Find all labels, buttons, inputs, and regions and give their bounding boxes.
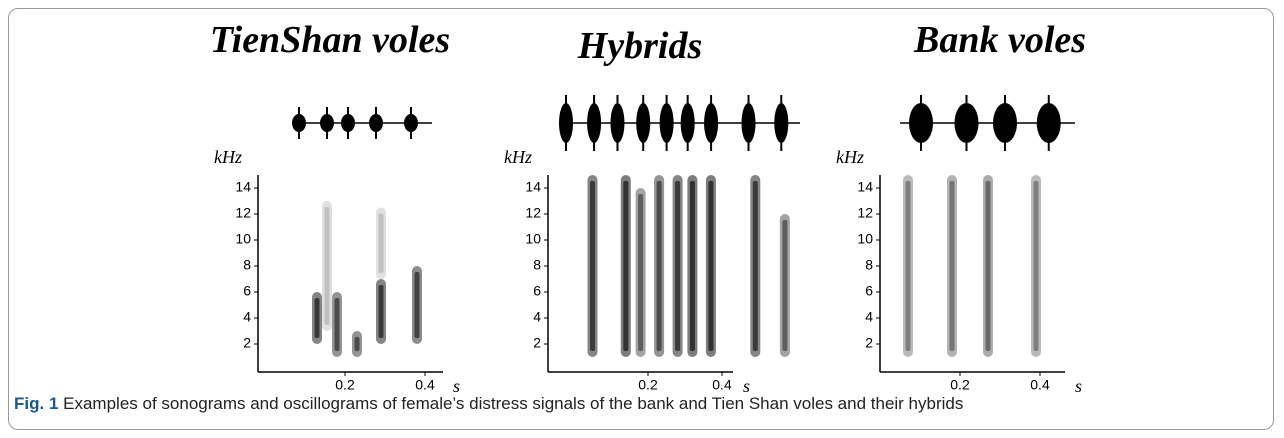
y-tick-label: 10 (857, 231, 873, 247)
x-tick-label: 0.2 (335, 377, 355, 393)
y-tick-label: 8 (865, 257, 873, 273)
spectrogram-core (638, 194, 643, 351)
y-tick-label: 12 (525, 205, 541, 221)
spectrogram-core (415, 272, 420, 338)
y-tick-label: 8 (533, 257, 541, 273)
spectrogram-core (325, 207, 330, 325)
y-tick-label: 2 (243, 335, 251, 351)
x-axis-unit: s (743, 376, 750, 396)
spectrogram-core (657, 181, 662, 351)
spectrogram-core (1034, 181, 1039, 351)
caption-label: Fig. 1 (14, 394, 58, 413)
spectrogram-core (950, 181, 955, 351)
spectrogram-core (623, 181, 628, 351)
y-tick-label: 4 (243, 309, 251, 325)
x-axis-unit: s (453, 376, 460, 396)
y-axis-unit: kHz (504, 147, 532, 167)
y-tick-label: 2 (865, 335, 873, 351)
spectrogram-core (986, 181, 991, 351)
x-tick-label: 0.2 (638, 377, 658, 393)
y-tick-label: 12 (857, 205, 873, 221)
panel-title: Bank voles (913, 19, 1086, 61)
spectrogram-core (379, 285, 384, 338)
x-axis-unit: s (1075, 376, 1082, 396)
caption: Fig. 1 Examples of sonograms and oscillo… (14, 394, 963, 414)
y-tick-label: 8 (243, 257, 251, 273)
spectrogram-core (315, 298, 320, 338)
y-tick-label: 6 (533, 283, 541, 299)
spectrogram-core (590, 181, 595, 351)
panel-title: Hybrids (577, 25, 703, 67)
x-tick-label: 0.4 (712, 377, 732, 393)
y-tick-label: 2 (533, 335, 541, 351)
y-tick-label: 6 (865, 283, 873, 299)
spectrogram-core (782, 220, 787, 351)
panel: TienShan voles kHz s 2 4 6 8 10 12 14 0.2 0.4 (210, 19, 460, 396)
spectrogram-core (355, 337, 360, 351)
y-tick-label: 4 (865, 309, 873, 325)
y-tick-label: 14 (525, 179, 541, 195)
spectrogram-core (708, 181, 713, 351)
spectrogram-core (906, 181, 911, 351)
x-tick-label: 0.2 (950, 377, 970, 393)
y-axis-unit: kHz (214, 147, 242, 167)
spectrogram-core (379, 214, 384, 274)
caption-text: Examples of sonograms and oscillograms o… (63, 394, 963, 413)
y-tick-label: 14 (235, 179, 251, 195)
panel: Hybrids kHz s 2 4 6 8 10 12 14 0.2 0.4 (504, 25, 800, 396)
spectrogram-core (335, 298, 340, 351)
spectrogram-core (753, 181, 758, 351)
y-tick-label: 10 (525, 231, 541, 247)
spectrogram-core (690, 181, 695, 351)
y-tick-label: 10 (235, 231, 251, 247)
panel: Bank voles kHz s 2 4 6 8 10 12 14 0.2 0.4 (836, 19, 1086, 396)
y-tick-label: 12 (235, 205, 251, 221)
spectrogram-core (675, 181, 680, 351)
y-tick-label: 4 (533, 309, 541, 325)
panels: TienShan voleskHzs24681012140.20.4Hybrid… (0, 0, 1284, 438)
panel-title: TienShan voles (210, 19, 450, 61)
y-axis-unit: kHz (836, 147, 864, 167)
x-tick-label: 0.4 (415, 377, 435, 393)
figure: TienShan voleskHzs24681012140.20.4Hybrid… (0, 0, 1284, 438)
y-tick-label: 6 (243, 283, 251, 299)
y-tick-label: 14 (857, 179, 873, 195)
x-tick-label: 0.4 (1030, 377, 1050, 393)
